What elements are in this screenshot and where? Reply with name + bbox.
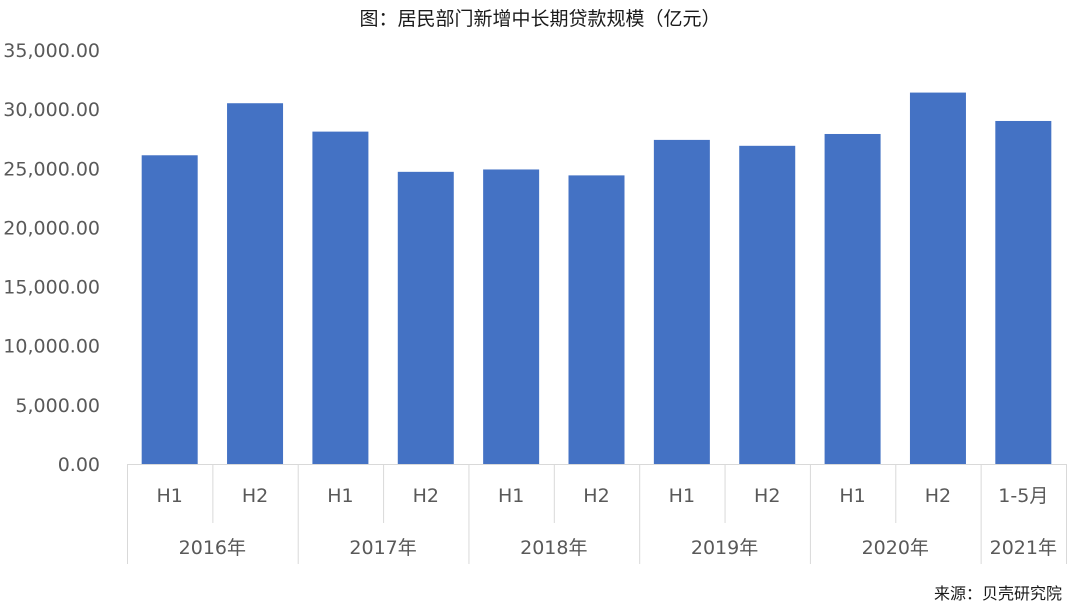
category-label: 1-5月 xyxy=(998,485,1048,507)
category-label: H2 xyxy=(754,485,780,507)
category-label: H1 xyxy=(327,485,353,507)
bar xyxy=(739,145,796,464)
bar xyxy=(909,92,966,464)
group-label: 2016年 xyxy=(179,537,246,559)
group-label: 2018年 xyxy=(520,537,587,559)
y-tick-label: 15,000.00 xyxy=(3,277,100,299)
bar xyxy=(397,171,454,464)
category-label: H2 xyxy=(925,485,951,507)
y-tick-label: 30,000.00 xyxy=(3,99,100,121)
bar xyxy=(312,131,369,465)
y-tick-label: 35,000.00 xyxy=(3,40,100,62)
category-label: H2 xyxy=(413,485,439,507)
category-label: H2 xyxy=(242,485,268,507)
y-tick-label: 20,000.00 xyxy=(3,217,100,239)
category-label: H2 xyxy=(583,485,609,507)
bar xyxy=(995,120,1052,464)
chart-title: 图：居民部门新增中长期贷款规模（亿元） xyxy=(359,8,721,30)
bar xyxy=(824,133,881,465)
y-tick-label: 5,000.00 xyxy=(15,395,100,417)
y-tick-label: 0.00 xyxy=(58,454,100,476)
category-label: H1 xyxy=(839,485,865,507)
category-label: H1 xyxy=(156,485,182,507)
bar xyxy=(653,139,710,464)
category-label: H1 xyxy=(669,485,695,507)
bar xyxy=(227,103,284,464)
bar xyxy=(141,155,198,464)
category-label: H1 xyxy=(498,485,524,507)
y-tick-label: 10,000.00 xyxy=(3,336,100,358)
source-note: 来源：贝壳研究院 xyxy=(933,584,1062,603)
y-tick-label: 25,000.00 xyxy=(3,158,100,180)
group-label: 2017年 xyxy=(349,537,416,559)
bar xyxy=(568,175,625,464)
group-label: 2021年 xyxy=(990,537,1057,559)
bar xyxy=(483,169,540,464)
group-label: 2020年 xyxy=(862,537,929,559)
group-label: 2019年 xyxy=(691,537,758,559)
